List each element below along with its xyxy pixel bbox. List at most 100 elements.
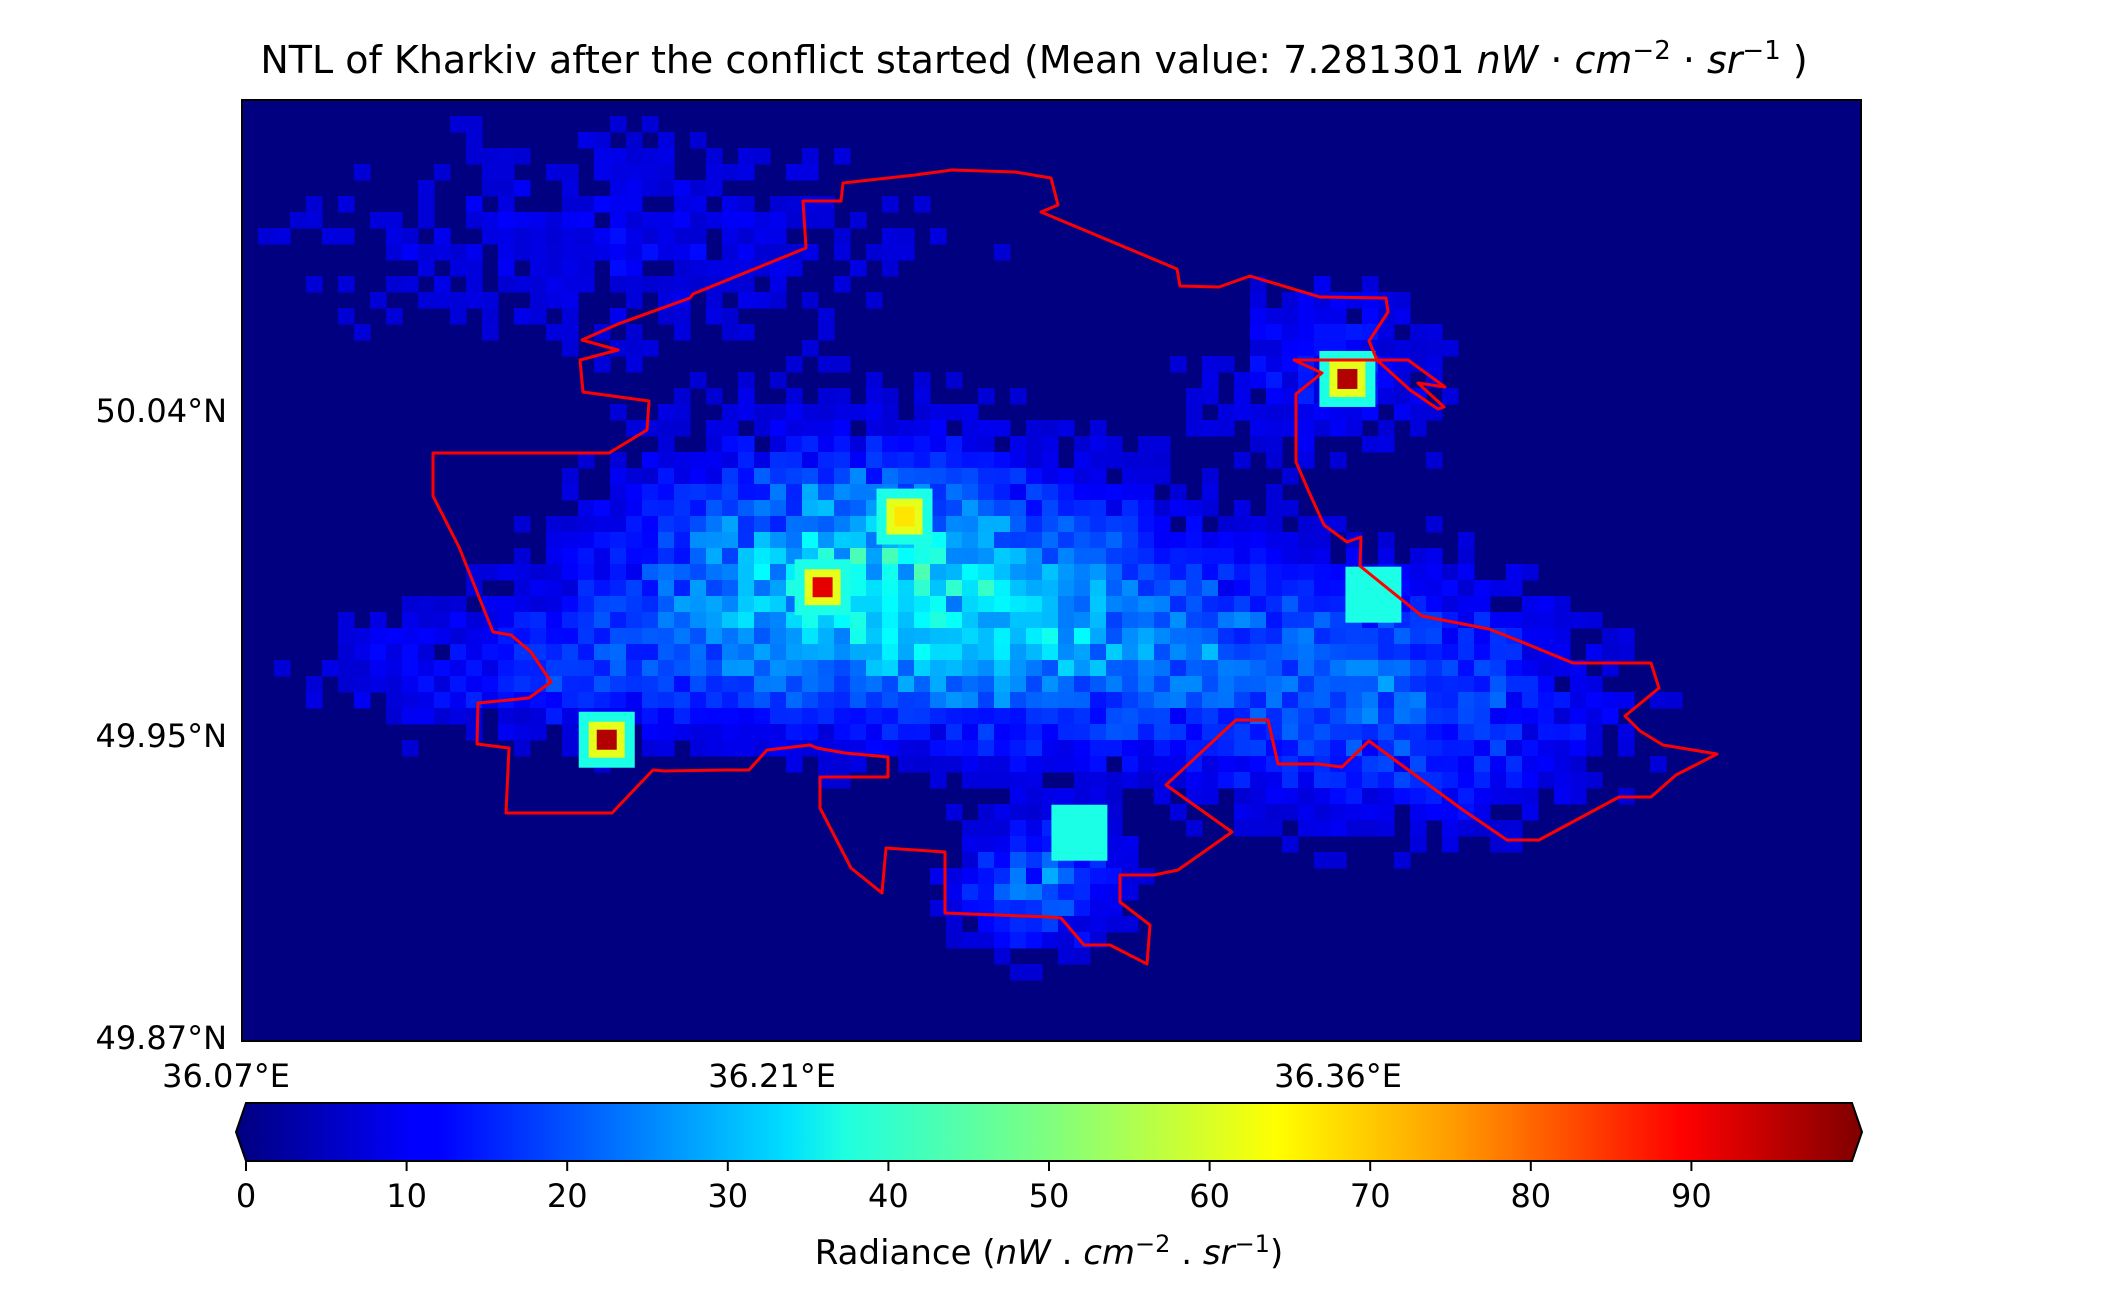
radiance-cell: [642, 340, 659, 357]
radiance-cell: [626, 596, 643, 613]
radiance-cell: [1058, 692, 1075, 709]
radiance-cell: [882, 676, 899, 693]
radiance-cell: [626, 180, 643, 197]
radiance-cell: [466, 148, 483, 165]
radiance-cell: [994, 468, 1011, 485]
radiance-cell: [1186, 676, 1203, 693]
radiance-cell: [1250, 356, 1267, 373]
radiance-cell: [1218, 692, 1235, 709]
radiance-cell: [1010, 724, 1027, 741]
radiance-cell: [1042, 580, 1059, 597]
radiance-cell: [562, 612, 579, 629]
radiance-cell: [802, 164, 819, 181]
radiance-cell: [914, 580, 931, 597]
radiance-cell: [706, 564, 723, 581]
radiance-cell: [1554, 756, 1571, 773]
radiance-cell: [818, 676, 835, 693]
radiance-cell: [1362, 324, 1379, 341]
radiance-cell: [690, 276, 707, 293]
radiance-cell: [514, 708, 531, 725]
radiance-cell: [1362, 404, 1379, 421]
radiance-cell: [450, 660, 467, 677]
radiance-cell: [818, 308, 835, 325]
radiance-cell: [594, 644, 611, 661]
radiance-cell: [818, 212, 835, 229]
radiance-cell: [962, 468, 979, 485]
radiance-cell: [962, 772, 979, 789]
radiance-cell: [786, 756, 803, 773]
radiance-cell: [530, 292, 547, 309]
radiance-cell: [1234, 756, 1251, 773]
radiance-cell: [1538, 612, 1555, 629]
radiance-cell: [914, 372, 931, 389]
radiance-cell: [1026, 788, 1043, 805]
y-axis: 50.04°N 49.95°N 49.87°N: [95, 392, 227, 1057]
radiance-cell: [1218, 740, 1235, 757]
radiance-cell: [658, 692, 675, 709]
radiance-cell: [850, 708, 867, 725]
radiance-cell: [594, 596, 611, 613]
radiance-cell: [946, 404, 963, 421]
radiance-cell: [530, 708, 547, 725]
radiance-cell: [434, 292, 451, 309]
radiance-cell: [946, 756, 963, 773]
radiance-cell: [610, 516, 627, 533]
radiance-cell: [1250, 692, 1267, 709]
radiance-cell: [1522, 772, 1539, 789]
radiance-cell: [1010, 388, 1027, 405]
radiance-cell: [1410, 836, 1427, 853]
radiance-cell: [1346, 644, 1363, 661]
radiance-cell: [802, 500, 819, 517]
radiance-cell: [1410, 644, 1427, 661]
radiance-cell: [802, 340, 819, 357]
radiance-cell: [850, 468, 867, 485]
radiance-cell: [1346, 628, 1363, 645]
radiance-cell: [1378, 436, 1395, 453]
radiance-cell: [802, 452, 819, 469]
radiance-cell: [1282, 372, 1299, 389]
radiance-cell: [978, 772, 995, 789]
radiance-cell: [514, 692, 531, 709]
radiance-cell: [674, 260, 691, 277]
radiance-cell: [514, 516, 531, 533]
radiance-cell: [738, 148, 755, 165]
radiance-cell: [1058, 532, 1075, 549]
radiance-cell: [1202, 564, 1219, 581]
radiance-cell: [834, 228, 851, 245]
radiance-cell: [1346, 756, 1363, 773]
radiance-cell: [1186, 564, 1203, 581]
radiance-cell: [594, 628, 611, 645]
radiance-cell: [1410, 628, 1427, 645]
radiance-cell: [1346, 660, 1363, 677]
radiance-cell: [1106, 436, 1123, 453]
radiance-cell: [658, 596, 675, 613]
radiance-cell: [946, 644, 963, 661]
radiance-cell: [770, 660, 787, 677]
radiance-cell: [466, 676, 483, 693]
radiance-cell: [1090, 468, 1107, 485]
radiance-cell: [338, 308, 355, 325]
radiance-cell: [994, 516, 1011, 533]
radiance-cell: [1106, 676, 1123, 693]
radiance-cell: [434, 164, 451, 181]
radiance-cell: [1250, 308, 1267, 325]
radiance-cell: [1138, 756, 1155, 773]
radiance-cell: [1042, 708, 1059, 725]
radiance-cell: [834, 692, 851, 709]
radiance-cell: [1410, 692, 1427, 709]
radiance-cell: [722, 484, 739, 501]
radiance-cell: [546, 276, 563, 293]
radiance-cell: [1458, 628, 1475, 645]
radiance-cell: [754, 724, 771, 741]
radiance-cell: [626, 660, 643, 677]
radiance-cell: [1234, 580, 1251, 597]
radiance-cell: [706, 436, 723, 453]
radiance-cell: [498, 644, 515, 661]
radiance-cell: [786, 356, 803, 373]
radiance-cell: [1106, 820, 1123, 837]
radiance-cell: [850, 404, 867, 421]
radiance-cell: [578, 196, 595, 213]
radiance-cell: [866, 724, 883, 741]
radiance-cell: [546, 164, 563, 181]
radiance-cell: [482, 228, 499, 245]
